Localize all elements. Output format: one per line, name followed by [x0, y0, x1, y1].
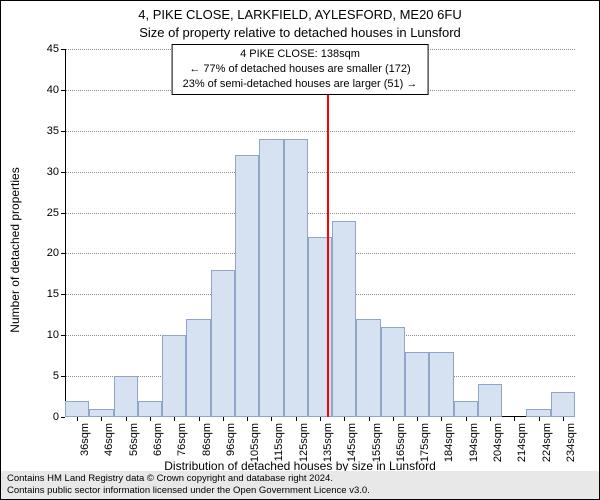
x-tick-label: 214sqm	[514, 423, 528, 462]
y-tick-label: 45	[47, 43, 65, 55]
x-tick-mark	[174, 417, 175, 421]
reference-line	[327, 49, 329, 417]
histogram-bar	[211, 270, 235, 417]
x-tick-mark	[490, 417, 491, 421]
x-tick-mark	[344, 417, 345, 421]
x-tick-label: 175sqm	[417, 423, 431, 462]
histogram-bar	[381, 327, 405, 417]
x-tick-label: 76sqm	[174, 423, 188, 456]
x-tick-label: 86sqm	[199, 423, 213, 456]
x-tick-label: 135sqm	[320, 423, 334, 462]
histogram-bar	[259, 139, 283, 417]
y-axis-line	[65, 49, 66, 417]
x-tick-label: 155sqm	[369, 423, 383, 462]
x-tick-mark	[417, 417, 418, 421]
x-tick-label: 56sqm	[126, 423, 140, 456]
histogram-bar	[478, 384, 502, 417]
histogram-bar	[186, 319, 210, 417]
info-line-1: 4 PIKE CLOSE: 138sqm	[183, 47, 418, 62]
x-tick-label: 96sqm	[223, 423, 237, 456]
plot-area: 05101520253035404536sqm46sqm56sqm66sqm76…	[65, 49, 575, 417]
x-tick-label: 46sqm	[101, 423, 115, 456]
x-tick-label: 184sqm	[441, 423, 455, 462]
x-tick-label: 204sqm	[490, 423, 504, 462]
histogram-bar	[235, 155, 259, 417]
histogram-bar	[332, 221, 356, 417]
x-tick-label: 145sqm	[344, 423, 358, 462]
info-box: 4 PIKE CLOSE: 138sqm ← 77% of detached h…	[172, 44, 429, 95]
x-tick-mark	[101, 417, 102, 421]
x-tick-label: 66sqm	[150, 423, 164, 456]
y-tick-label: 30	[47, 166, 65, 178]
histogram-bar	[284, 139, 308, 417]
x-tick-label: 115sqm	[271, 423, 285, 461]
x-tick-label: 194sqm	[466, 423, 480, 462]
histogram-bar	[114, 376, 138, 417]
y-tick-label: 40	[47, 84, 65, 96]
page-title: 4, PIKE CLOSE, LARKFIELD, AYLESFORD, ME2…	[1, 7, 599, 22]
x-tick-label: 125sqm	[296, 423, 310, 462]
chart-subtitle: Size of property relative to detached ho…	[1, 25, 599, 40]
histogram-bar	[454, 401, 478, 417]
x-tick-mark	[539, 417, 540, 421]
x-tick-label: 36sqm	[77, 423, 91, 456]
histogram-bar	[65, 401, 89, 417]
histogram-bar	[526, 409, 550, 417]
histogram-bar	[162, 335, 186, 417]
x-tick-label: 105sqm	[247, 423, 261, 462]
grid-line	[65, 172, 575, 173]
footer-line-1: Contains HM Land Registry data © Crown c…	[7, 473, 593, 485]
x-tick-mark	[369, 417, 370, 421]
x-tick-label: 224sqm	[539, 423, 553, 462]
y-tick-label: 35	[47, 125, 65, 137]
x-tick-mark	[126, 417, 127, 421]
grid-line	[65, 131, 575, 132]
grid-line	[65, 213, 575, 214]
y-tick-label: 20	[47, 247, 65, 259]
footer: Contains HM Land Registry data © Crown c…	[1, 471, 599, 499]
x-tick-mark	[150, 417, 151, 421]
histogram-bar	[551, 392, 575, 417]
x-tick-mark	[271, 417, 272, 421]
x-tick-mark	[393, 417, 394, 421]
chart-container: 4, PIKE CLOSE, LARKFIELD, AYLESFORD, ME2…	[0, 0, 600, 500]
x-tick-mark	[466, 417, 467, 421]
x-tick-mark	[441, 417, 442, 421]
y-tick-label: 5	[53, 370, 65, 382]
y-tick-label: 10	[47, 329, 65, 341]
y-tick-label: 25	[47, 207, 65, 219]
x-tick-mark	[320, 417, 321, 421]
x-tick-mark	[223, 417, 224, 421]
x-tick-mark	[296, 417, 297, 421]
info-line-2: ← 77% of detached houses are smaller (17…	[183, 62, 418, 77]
histogram-bar	[89, 409, 113, 417]
x-tick-mark	[199, 417, 200, 421]
x-tick-label: 234sqm	[563, 423, 577, 462]
x-tick-mark	[514, 417, 515, 421]
x-tick-mark	[247, 417, 248, 421]
y-tick-label: 0	[53, 411, 65, 423]
histogram-bar	[405, 352, 429, 417]
histogram-bar	[356, 319, 380, 417]
footer-line-2: Contains public sector information licen…	[7, 485, 593, 497]
y-tick-label: 15	[47, 288, 65, 300]
histogram-bar	[429, 352, 453, 417]
x-tick-mark	[563, 417, 564, 421]
histogram-bar	[138, 401, 162, 417]
info-line-3: 23% of semi-detached houses are larger (…	[183, 77, 418, 92]
x-tick-label: 165sqm	[393, 423, 407, 462]
x-tick-mark	[77, 417, 78, 421]
